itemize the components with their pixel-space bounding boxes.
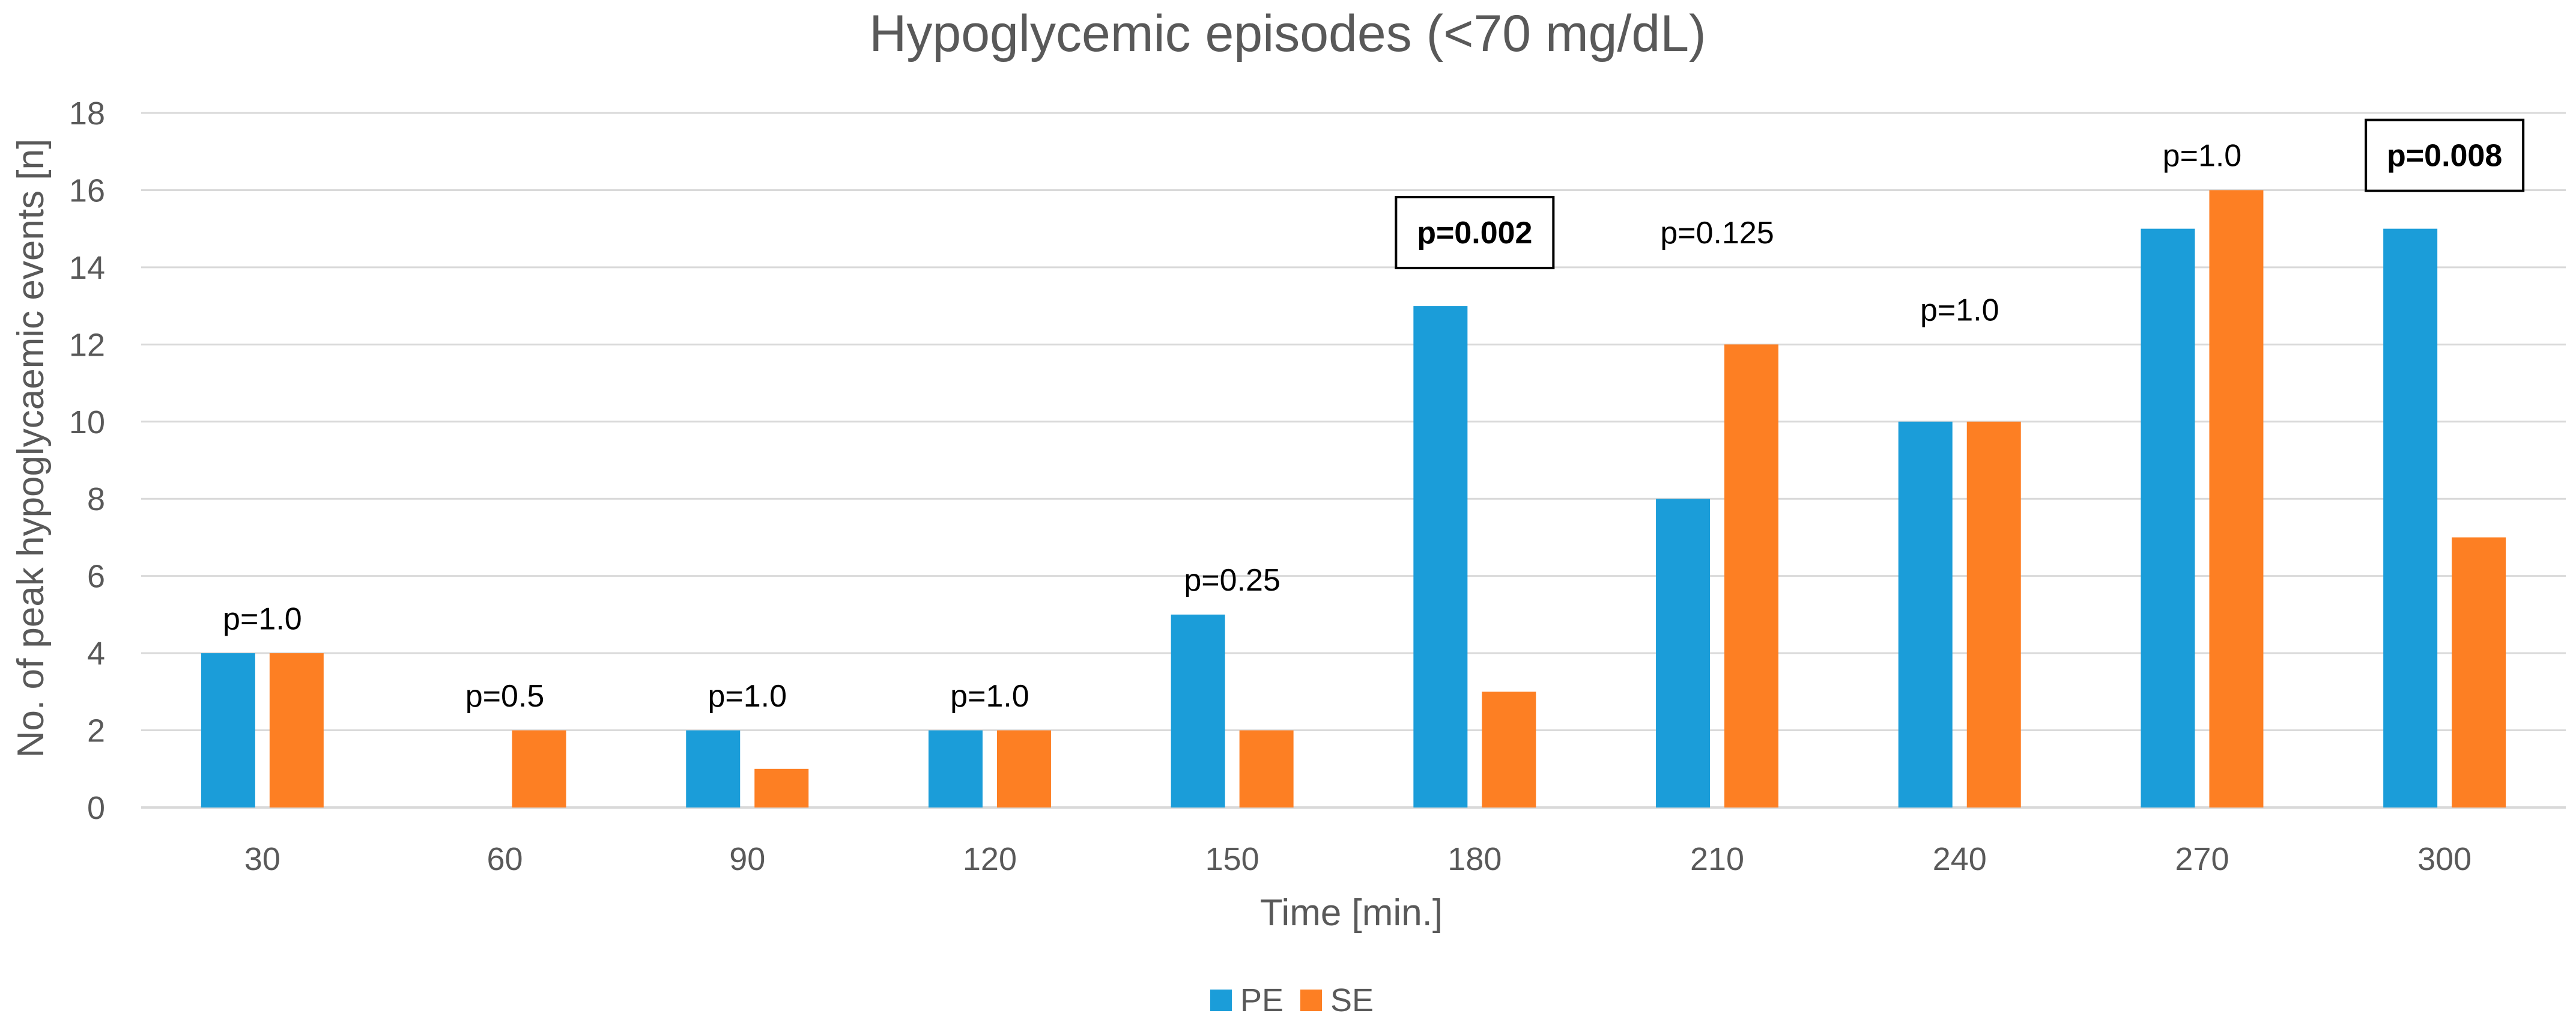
y-tick-label: 14 [69,250,105,286]
p-value-label: p=0.002 [1417,216,1532,251]
p-value-label: p=1.0 [1920,293,1999,328]
bar-pe-210 [1656,499,1711,807]
bar-pe-180 [1413,306,1468,808]
x-tick-label: 180 [1447,841,1502,877]
legend-item-se: SE [1300,982,1374,1018]
x-tick-label: 240 [1933,841,1987,877]
y-tick-label: 0 [87,790,105,826]
bar-se-180 [1482,692,1536,807]
bar-pe-240 [1898,421,1953,807]
legend-label: PE [1240,982,1283,1018]
bar-se-240 [1966,421,2021,807]
x-tick-label: 210 [1690,841,1744,877]
bar-se-210 [1724,344,1779,807]
bar-pe-90 [686,730,741,807]
x-tick-label: 90 [729,841,765,877]
p-value-annotation: p=1.0 [1920,293,1999,328]
x-tick-label: 300 [2417,841,2471,877]
p-value-box [2365,118,2525,192]
y-tick-label: 8 [87,481,105,517]
p-value-annotation: p=1.0 [950,679,1029,714]
bar-pe-270 [2141,228,2195,808]
y-tick-labels: 0 2 4 6 8 10 12 14 16 18 [69,96,105,826]
bar-pe-120 [928,730,983,807]
p-value-annotation: p=1.0 [708,679,787,714]
legend: PE SE [1210,982,1374,1018]
y-tick-label: 16 [69,172,105,208]
bar-pe-300 [2383,228,2438,808]
y-tick-label: 2 [87,713,105,749]
p-value-annotation: p=0.125 [1660,216,1774,251]
p-value-label: p=1.0 [223,601,302,636]
p-value-label: p=1.0 [950,679,1029,714]
x-tick-label: 150 [1205,841,1259,877]
legend-label: SE [1330,982,1374,1018]
y-tick-label: 6 [87,559,105,595]
bar-se-60 [512,730,566,807]
y-tick-label: 18 [69,96,105,132]
y-tick-label: 12 [69,327,105,363]
bar-se-90 [754,768,809,807]
y-axis-title: No. of peak hypoglycaemic events [n] [10,139,52,758]
p-value-box [1395,196,1555,270]
p-value-annotation: p=0.002 [1395,196,1555,270]
p-value-label: p=1.0 [2163,139,2242,174]
x-tick-label: 270 [2175,841,2229,877]
p-value-label: p=0.25 [1184,563,1280,598]
bar-se-120 [996,730,1051,807]
x-tick-label: 60 [487,841,523,877]
chart-title: Hypoglycemic episodes (<70 mg/dL) [869,5,1706,62]
bar-se-300 [2452,537,2506,807]
p-value-annotation: p=0.5 [465,679,545,714]
bar-pe-150 [1171,614,1225,807]
p-value-label: p=0.125 [1660,216,1774,251]
x-axis-title: Time [min.] [1260,892,1443,934]
bars [201,190,2506,808]
p-value-annotation: p=1.0 [2163,139,2242,174]
legend-swatch [1300,990,1322,1011]
bar-se-30 [269,653,324,807]
y-tick-label: 10 [69,404,105,440]
p-value-annotation: p=1.0 [223,601,302,636]
x-tick-label: 120 [963,841,1017,877]
legend-item-pe: PE [1210,982,1283,1018]
y-tick-label: 4 [87,636,105,672]
bar-pe-30 [201,653,255,807]
bar-se-150 [1239,730,1294,807]
legend-swatch [1210,990,1232,1011]
bar-se-270 [2209,190,2264,807]
x-tick-labels: 30 60 90 120 150 180 210 240 270 300 [244,841,2471,877]
p-value-annotation: p=0.008 [2365,118,2525,192]
p-value-label: p=0.008 [2387,139,2502,174]
p-value-label: p=0.5 [465,679,545,714]
p-value-label: p=1.0 [708,679,787,714]
p-value-annotations: p=1.0 p=0.5 p=1.0 p=1.0 p=0.25 p=0.002 p=0.125… [223,118,2525,714]
x-tick-label: 30 [244,841,280,877]
p-value-annotation: p=0.25 [1184,563,1280,598]
